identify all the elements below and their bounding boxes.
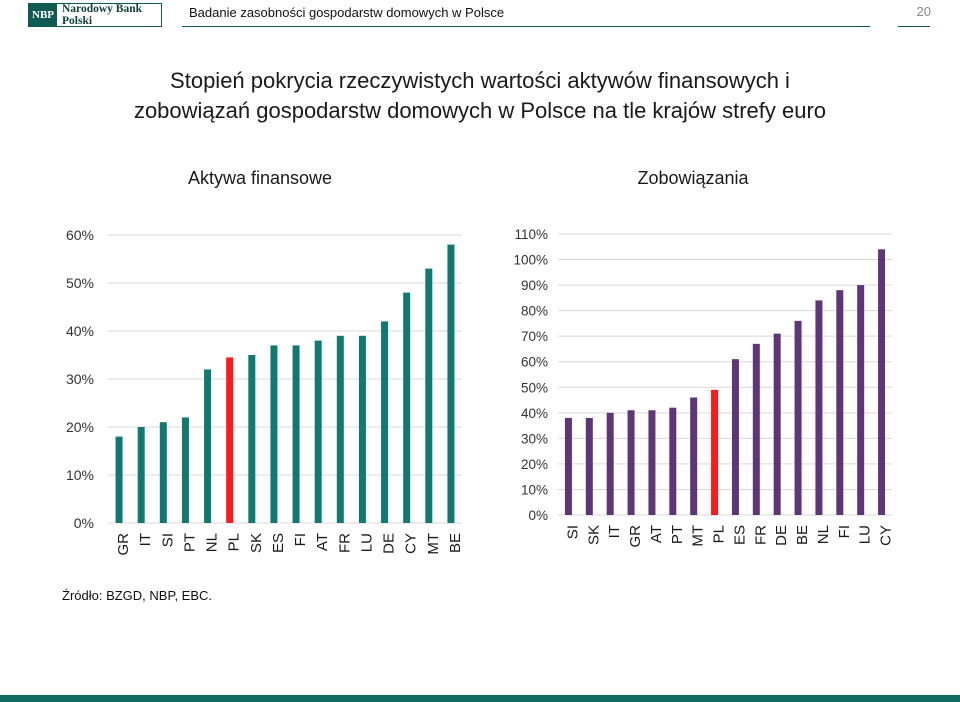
assets-bar-gr [115, 436, 123, 523]
assets-category-label: PT [181, 533, 198, 552]
assets-bar-at [314, 340, 322, 523]
assets-ytick-label: 10% [66, 467, 94, 483]
nbp-logo: NBP Narodowy Bank Polski [28, 3, 162, 27]
header-title: Badanie zasobności gospodarstw domowych … [189, 5, 505, 20]
slide-title-line1: Stopień pokrycia rzeczywistych wartości … [170, 68, 790, 93]
assets-category-label: FI [292, 533, 309, 546]
assets-bar-nl [204, 369, 212, 523]
liabilities-category-label: PL [711, 525, 728, 543]
assets-ytick-label: 60% [66, 227, 94, 243]
assets-category-label: AT [314, 533, 331, 551]
assets-ytick-label: 40% [66, 323, 94, 339]
liabilities-ytick-label: 20% [521, 457, 548, 472]
assets-category-label: NL [204, 533, 221, 552]
assets-ytick-label: 30% [66, 371, 94, 387]
liabilities-chart-title: Zobowiązania [637, 168, 749, 188]
assets-category-label: SI [159, 533, 176, 547]
assets-ytick-label: 0% [74, 515, 94, 531]
liabilities-ytick-label: 0% [528, 508, 548, 523]
liabilities-category-label: AT [648, 525, 665, 543]
liabilities-category-label: FR [752, 525, 769, 545]
assets-chart-title: Aktywa finansowe [187, 168, 333, 188]
liabilities-bar-lu [857, 285, 865, 515]
liabilities-category-label: MT [690, 525, 707, 547]
page-number-divider [898, 26, 930, 27]
liabilities-bar-nl [815, 300, 823, 515]
assets-bar-mt [425, 268, 433, 523]
assets-category-label: SK [248, 533, 265, 553]
liabilities-category-label: BE [794, 525, 811, 545]
liabilities-bar-cy [878, 249, 886, 515]
liabilities-category-label: SK [585, 525, 602, 545]
assets-bar-fi [292, 345, 300, 523]
assets-ytick-label: 20% [66, 419, 94, 435]
liabilities-category-label: FI [836, 525, 853, 538]
assets-bar-pt [181, 417, 189, 523]
slide-title-line2: zobowiązań gospodarstw domowych w Polsce… [133, 98, 827, 123]
liabilities-bar-be [794, 320, 802, 515]
assets-bar-cy [403, 292, 411, 523]
liabilities-bar-gr [627, 410, 635, 515]
liabilities-category-label: CY [878, 525, 895, 546]
assets-bar-lu [358, 335, 366, 523]
liabilities-bar-fr [752, 343, 760, 515]
liabilities-bar-at [648, 410, 656, 515]
liabilities-category-label: LU [857, 525, 874, 544]
liabilities-ytick-label: 100% [513, 253, 548, 268]
liabilities-category-label: ES [731, 525, 748, 545]
slide-title: Stopień pokrycia rzeczywistych wartości … [40, 66, 920, 126]
assets-bar-be [447, 244, 455, 523]
assets-bar-de [381, 321, 389, 523]
liabilities-bar-pt [669, 407, 677, 515]
liabilities-ytick-label: 80% [521, 304, 548, 319]
liabilities-bar-es [731, 359, 739, 515]
liabilities-bar-si [564, 417, 572, 515]
logo-mark: NBP [29, 4, 57, 26]
liabilities-category-label: IT [606, 525, 623, 538]
assets-category-label: ES [270, 533, 287, 553]
liabilities-bar-fi [836, 290, 844, 515]
assets-category-label: FR [336, 533, 353, 553]
liabilities-bar-it [606, 412, 614, 515]
liabilities-category-label: GR [627, 525, 644, 548]
liabilities-category-label: PT [669, 525, 686, 544]
liabilities-category-label: DE [773, 525, 790, 546]
assets-category-label: MT [425, 533, 442, 555]
liabilities-ytick-label: 30% [521, 431, 548, 446]
assets-bar-fr [336, 335, 344, 523]
assets-category-label: IT [137, 533, 154, 546]
liabilities-bar-mt [690, 397, 698, 515]
liabilities-ytick-label: 50% [521, 380, 548, 395]
footer-bar [0, 695, 960, 702]
liabilities-ytick-label: 10% [521, 482, 548, 497]
liabilities-ytick-label: 70% [521, 329, 548, 344]
source-note: Źródło: BZGD, NBP, EBC. [62, 588, 213, 603]
assets-bar-es [270, 345, 278, 523]
liabilities-category-label: SI [564, 525, 581, 539]
assets-category-label: LU [358, 533, 375, 552]
assets-bar-si [159, 422, 167, 523]
assets-category-label: PL [226, 533, 243, 551]
liabilities-bar-sk [585, 417, 593, 515]
assets-category-label: BE [447, 533, 464, 553]
assets-category-label: DE [381, 533, 398, 554]
liabilities-category-label: NL [815, 525, 832, 544]
assets-category-label: GR [115, 533, 132, 556]
liabilities-ytick-label: 110% [514, 227, 548, 242]
liabilities-ytick-label: 90% [521, 278, 548, 293]
assets-bar-sk [248, 355, 256, 523]
assets-bar-it [137, 427, 145, 523]
logo-text: Narodowy Bank Polski [62, 3, 142, 27]
assets-ytick-label: 50% [66, 275, 94, 291]
liabilities-ytick-label: 60% [521, 355, 548, 370]
header-divider [182, 26, 870, 27]
liabilities-bar-de [773, 333, 781, 515]
liabilities-ytick-label: 40% [521, 406, 548, 421]
assets-category-label: CY [403, 533, 420, 554]
assets-bar-pl [226, 357, 234, 523]
liabilities-bar-pl [711, 389, 719, 515]
page-number: 20 [916, 4, 931, 19]
